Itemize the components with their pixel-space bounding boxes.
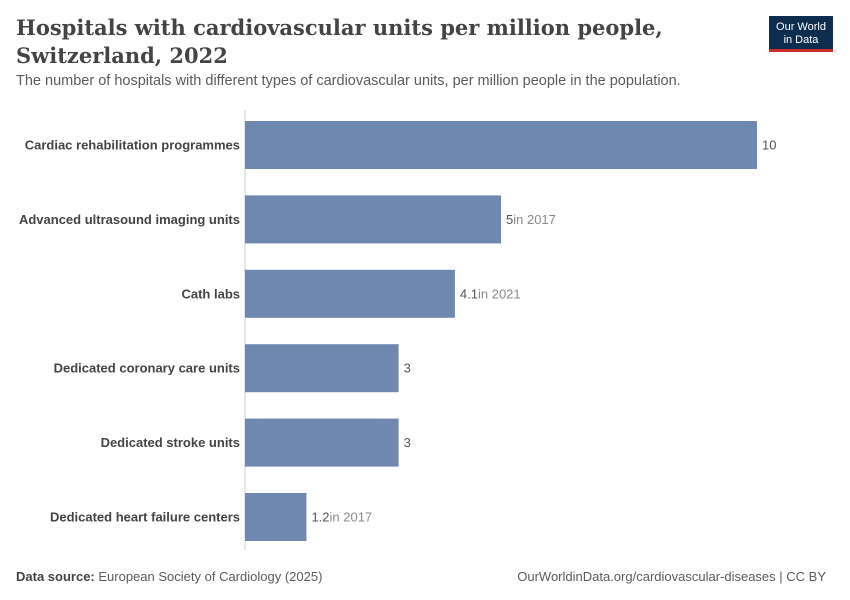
value-number: 10 — [762, 138, 776, 153]
logo-line-2: in Data — [783, 34, 819, 46]
bar[interactable] — [245, 269, 455, 318]
chart-title: Hospitals with cardiovascular units per … — [16, 15, 663, 68]
category-label: Cardiac rehabilitation programmes — [25, 138, 240, 153]
value-label: 1.2in 2017 — [311, 510, 372, 525]
value-label: 4.1in 2021 — [460, 286, 521, 301]
value-number: 3 — [404, 435, 411, 450]
value-label: 10 — [762, 138, 776, 153]
source-url-license[interactable]: OurWorldinData.org/cardiovascular-diseas… — [517, 569, 826, 584]
category-label: Dedicated stroke units — [101, 435, 240, 450]
value-number: 3 — [404, 361, 411, 376]
category-label: Advanced ultrasound imaging units — [19, 212, 240, 227]
bar[interactable] — [245, 195, 501, 244]
category-label: Cath labs — [181, 286, 240, 301]
category-label: Dedicated coronary care units — [54, 361, 240, 376]
owid-logo[interactable]: Our World in Data — [769, 16, 833, 52]
bar[interactable] — [245, 344, 399, 393]
category-label: Dedicated heart failure centers — [50, 510, 240, 525]
year-note: in 2017 — [513, 212, 556, 227]
data-source-text: European Society of Cardiology (2025) — [98, 569, 323, 584]
value-label: 5in 2017 — [506, 212, 556, 227]
logo-line-1: Our World — [776, 21, 826, 33]
year-note: in 2017 — [330, 510, 373, 525]
value-label: 3 — [404, 435, 411, 450]
data-source-label: Data source: — [16, 569, 95, 584]
chart-subtitle: The number of hospitals with different t… — [16, 73, 681, 89]
value-number: 5 — [506, 212, 513, 227]
value-number: 4.1 — [460, 286, 478, 301]
bar[interactable] — [245, 418, 399, 467]
bar[interactable] — [245, 121, 757, 169]
value-label: 3 — [404, 361, 411, 376]
value-number: 1.2 — [311, 510, 329, 525]
bar[interactable] — [245, 493, 307, 541]
year-note: in 2021 — [478, 286, 521, 301]
data-source: Data source: European Society of Cardiol… — [16, 569, 322, 584]
